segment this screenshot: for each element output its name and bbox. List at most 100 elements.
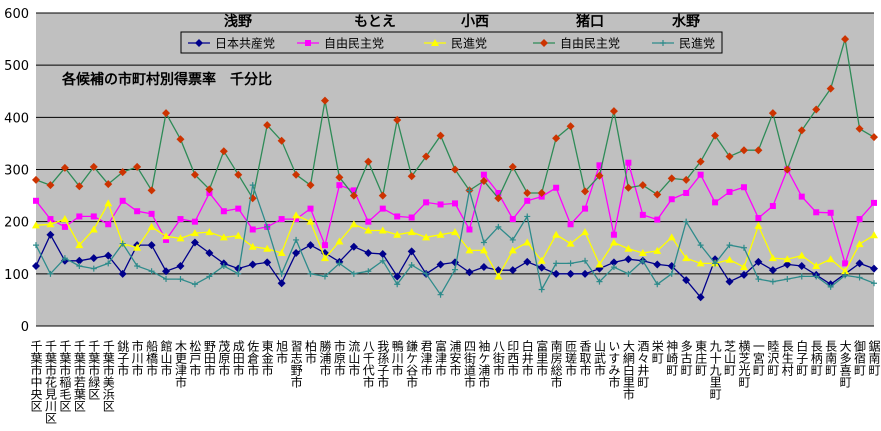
data-point bbox=[321, 273, 328, 280]
data-point bbox=[582, 257, 589, 264]
data-point bbox=[263, 258, 272, 267]
data-point bbox=[307, 205, 314, 212]
data-point bbox=[263, 244, 272, 252]
data-point bbox=[195, 39, 203, 47]
data-point bbox=[378, 191, 387, 200]
data-point bbox=[479, 263, 488, 272]
data-point bbox=[407, 228, 416, 236]
data-point bbox=[378, 250, 387, 259]
data-point bbox=[105, 221, 112, 228]
data-point bbox=[783, 165, 792, 174]
data-point bbox=[754, 257, 763, 266]
data-point bbox=[277, 136, 286, 145]
data-point bbox=[119, 240, 126, 247]
data-point bbox=[625, 159, 632, 166]
data-point bbox=[697, 242, 704, 249]
data-point bbox=[75, 256, 84, 265]
data-point bbox=[162, 109, 171, 118]
y-tick-label: 300 bbox=[4, 164, 29, 179]
data-point bbox=[349, 242, 358, 251]
data-point bbox=[234, 264, 243, 273]
x-tick-label: 松戸市 bbox=[188, 340, 202, 376]
data-point bbox=[813, 273, 820, 280]
data-point bbox=[46, 181, 55, 190]
data-point bbox=[784, 276, 791, 283]
data-point bbox=[480, 171, 487, 178]
data-point bbox=[566, 239, 575, 247]
data-point bbox=[739, 270, 748, 279]
candidate-label: 浅野 bbox=[224, 13, 252, 30]
x-tick-label: 横芝光町 bbox=[737, 340, 751, 388]
data-point bbox=[393, 272, 402, 281]
data-point bbox=[653, 246, 662, 254]
data-point bbox=[293, 216, 300, 223]
data-point bbox=[797, 262, 806, 271]
data-point bbox=[263, 121, 272, 130]
data-point bbox=[798, 273, 805, 280]
legend-label: 民進党 bbox=[451, 36, 487, 51]
x-tick-label: 芝山町 bbox=[723, 339, 737, 376]
x-tick-label: 長南町 bbox=[824, 340, 838, 376]
data-point bbox=[798, 193, 805, 200]
data-point bbox=[277, 248, 286, 256]
y-tick-label: 200 bbox=[4, 216, 29, 231]
data-point bbox=[639, 211, 646, 218]
data-point bbox=[553, 184, 560, 191]
data-point bbox=[524, 197, 531, 204]
data-point bbox=[408, 214, 415, 221]
data-point bbox=[552, 134, 561, 143]
data-point bbox=[60, 215, 69, 223]
data-point bbox=[826, 84, 835, 93]
data-point bbox=[365, 268, 372, 275]
data-point bbox=[177, 216, 184, 223]
data-point bbox=[234, 170, 243, 179]
data-point bbox=[871, 280, 877, 287]
data-point bbox=[147, 186, 156, 195]
x-tick-label: いすみ市 bbox=[607, 340, 621, 388]
series-lines bbox=[32, 35, 878, 302]
data-point bbox=[133, 243, 142, 251]
data-point bbox=[495, 223, 502, 230]
data-point bbox=[76, 263, 83, 270]
data-point bbox=[118, 269, 127, 278]
data-point bbox=[235, 205, 242, 212]
x-tick-label: 富里市 bbox=[535, 339, 549, 376]
data-point bbox=[47, 270, 54, 277]
data-point bbox=[609, 107, 618, 116]
data-point bbox=[292, 211, 301, 219]
data-point bbox=[320, 96, 329, 105]
x-axis-ticks: 千葉市中央区 千葉市花見川区 千葉市稲毛区 千葉市若葉区 千葉市緑区 千葉市美浜区 銚子市市… bbox=[29, 339, 881, 424]
data-point bbox=[668, 196, 675, 203]
y-axis-ticks: 0 100 200 300 400 500 600 bbox=[4, 7, 29, 335]
data-point bbox=[162, 232, 171, 240]
data-point bbox=[509, 216, 516, 223]
y-tick-label: 600 bbox=[4, 7, 29, 22]
data-point bbox=[855, 259, 864, 268]
x-tick-label: 鎌ケ谷市 bbox=[405, 339, 419, 388]
data-point bbox=[610, 231, 617, 238]
data-point bbox=[697, 171, 704, 178]
x-tick-label: 市川市 bbox=[130, 339, 144, 376]
data-point bbox=[667, 233, 676, 241]
data-point bbox=[841, 35, 850, 44]
x-tick-label: 市原市 bbox=[332, 339, 346, 376]
candidate-label: 水野 bbox=[672, 13, 700, 30]
data-point bbox=[75, 241, 84, 249]
data-point bbox=[725, 152, 734, 161]
x-tick-label: 千葉市中央区 bbox=[29, 340, 43, 412]
data-point bbox=[465, 268, 474, 277]
data-point bbox=[842, 260, 849, 267]
x-tick-label: 習志野市 bbox=[289, 340, 303, 388]
data-point bbox=[827, 209, 834, 216]
data-point bbox=[89, 225, 98, 233]
data-point bbox=[841, 267, 850, 275]
data-point bbox=[148, 210, 155, 217]
x-tick-label: 大網白里市 bbox=[621, 340, 635, 400]
data-point bbox=[321, 242, 328, 249]
x-tick-label: 南房総市 bbox=[549, 339, 563, 388]
data-point bbox=[133, 162, 142, 171]
data-point bbox=[206, 273, 213, 280]
data-point bbox=[755, 276, 762, 283]
candidate-label: 小西 bbox=[461, 14, 489, 30]
data-point bbox=[754, 221, 763, 229]
